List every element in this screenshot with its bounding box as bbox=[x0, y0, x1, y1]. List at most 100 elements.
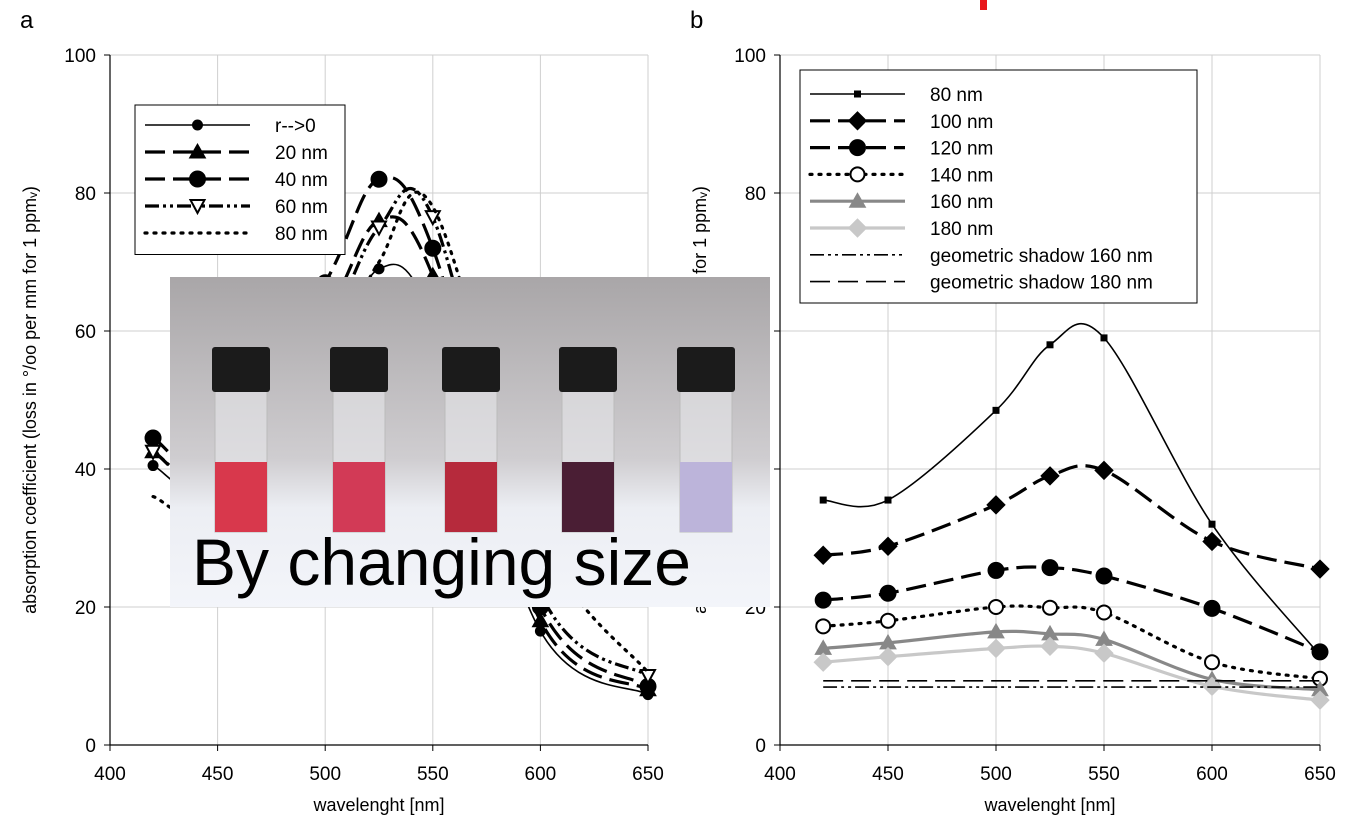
marker bbox=[192, 119, 203, 131]
marker bbox=[1310, 559, 1330, 579]
legend-label: 80 nm bbox=[930, 85, 983, 106]
marker bbox=[987, 561, 1005, 579]
legend-label: geometric shadow 160 nm bbox=[930, 246, 1153, 267]
y-tick-label: 60 bbox=[75, 322, 96, 343]
y-tick-label: 40 bbox=[75, 460, 96, 481]
marker bbox=[1100, 334, 1108, 342]
marker bbox=[147, 460, 159, 472]
marker bbox=[992, 406, 1000, 414]
marker bbox=[370, 170, 388, 188]
legend-label: 80 nm bbox=[275, 224, 328, 245]
marker bbox=[813, 652, 833, 672]
x-tick-label: 550 bbox=[1088, 764, 1120, 785]
marker bbox=[1094, 460, 1114, 481]
marker bbox=[986, 495, 1006, 515]
legend-label: 180 nm bbox=[930, 219, 993, 240]
marker bbox=[1208, 520, 1216, 528]
x-tick-label: 500 bbox=[980, 764, 1012, 785]
x-tick-label: 450 bbox=[872, 764, 904, 785]
vial-liquid bbox=[445, 462, 497, 532]
vial-cap bbox=[330, 347, 388, 392]
legend-label: r-->0 bbox=[275, 116, 316, 137]
x-tick-label: 600 bbox=[525, 764, 557, 785]
marker bbox=[1041, 559, 1059, 577]
legend-label: 140 nm bbox=[930, 165, 993, 186]
y-tick-label: 0 bbox=[85, 736, 96, 757]
legend-label: 120 nm bbox=[930, 139, 993, 160]
marker bbox=[854, 90, 861, 98]
vial-cap bbox=[677, 347, 735, 392]
vial-liquid bbox=[333, 462, 385, 532]
marker bbox=[988, 599, 1004, 615]
x-tick-label: 400 bbox=[764, 764, 796, 785]
y-tick-label: 20 bbox=[75, 598, 96, 619]
red-mark bbox=[980, 0, 987, 10]
marker bbox=[1042, 599, 1058, 616]
vial-cap bbox=[559, 347, 617, 392]
legend-label: 160 nm bbox=[930, 192, 993, 213]
marker bbox=[1040, 466, 1060, 486]
marker bbox=[188, 199, 207, 216]
marker bbox=[1202, 531, 1222, 552]
marker bbox=[370, 220, 388, 237]
x-tick-label: 650 bbox=[632, 764, 664, 785]
marker bbox=[814, 591, 832, 609]
marker bbox=[880, 612, 896, 629]
legend-label: 20 nm bbox=[275, 143, 328, 164]
marker bbox=[878, 646, 898, 667]
marker bbox=[847, 111, 868, 131]
marker bbox=[1096, 604, 1112, 621]
y-tick-label: 80 bbox=[745, 184, 766, 205]
chart: b020406080100400450500550600650wavelengh… bbox=[690, 7, 1336, 815]
series-line bbox=[823, 565, 1321, 654]
vial-liquid bbox=[215, 462, 267, 532]
marker bbox=[534, 625, 546, 637]
photo bbox=[170, 277, 770, 607]
y-tick-label: 0 bbox=[755, 736, 766, 757]
marker bbox=[986, 638, 1006, 659]
vial-cap bbox=[212, 347, 270, 392]
marker bbox=[884, 496, 892, 504]
marker bbox=[1094, 643, 1114, 663]
y-axis-label: absorption coefficient (loss in °/oo per… bbox=[20, 186, 40, 614]
marker bbox=[144, 429, 162, 447]
marker bbox=[1095, 567, 1113, 585]
legend-label: 100 nm bbox=[930, 112, 993, 133]
marker bbox=[639, 669, 657, 686]
marker bbox=[188, 142, 207, 159]
marker bbox=[878, 536, 898, 556]
legend-box bbox=[799, 69, 1198, 304]
legend-label: 40 nm bbox=[275, 170, 328, 191]
vial-liquid bbox=[680, 462, 732, 532]
marker bbox=[144, 444, 162, 461]
marker bbox=[815, 618, 832, 635]
marker bbox=[1203, 599, 1221, 617]
vial-liquid bbox=[562, 462, 614, 532]
marker bbox=[1204, 654, 1220, 671]
x-tick-label: 550 bbox=[417, 764, 449, 785]
x-axis-label: wavelenght [nm] bbox=[312, 795, 444, 815]
panel-label: b bbox=[690, 7, 703, 34]
marker bbox=[1046, 341, 1054, 349]
marker bbox=[424, 239, 442, 257]
marker bbox=[531, 611, 550, 628]
panel-label: a bbox=[20, 7, 34, 34]
marker bbox=[819, 496, 827, 504]
y-tick-label: 100 bbox=[734, 46, 766, 67]
vial-cap bbox=[442, 347, 500, 392]
series-line bbox=[822, 464, 1321, 571]
legend-label: geometric shadow 180 nm bbox=[930, 273, 1153, 294]
marker bbox=[987, 622, 1005, 639]
marker bbox=[848, 192, 867, 208]
marker bbox=[879, 584, 897, 602]
x-axis-label: wavelenght [nm] bbox=[983, 795, 1115, 815]
x-tick-label: 650 bbox=[1304, 764, 1336, 785]
marker bbox=[1040, 636, 1060, 657]
legend-label: 60 nm bbox=[275, 197, 328, 218]
series-line bbox=[823, 323, 1321, 656]
x-tick-label: 400 bbox=[94, 764, 126, 785]
x-tick-label: 450 bbox=[202, 764, 234, 785]
series-line bbox=[823, 644, 1321, 702]
